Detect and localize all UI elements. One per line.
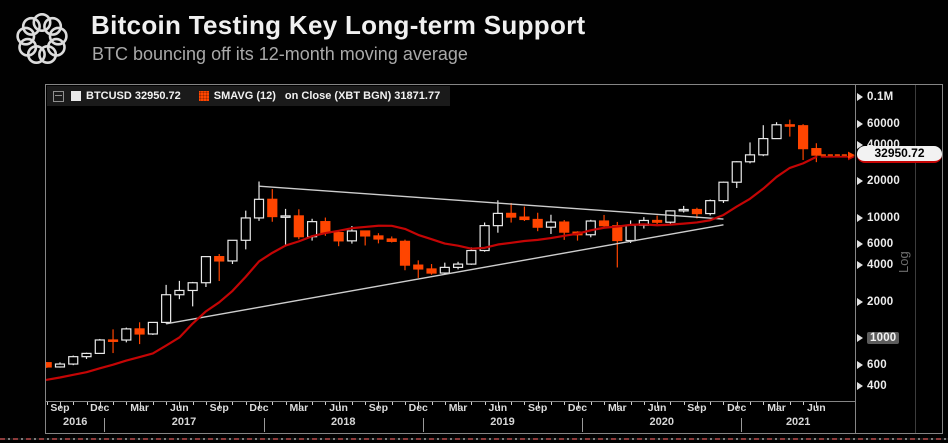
month-label: Dec: [567, 402, 588, 414]
smavg-legend-label: SMAVG (12): [213, 90, 276, 102]
tick-arrow-icon: [857, 119, 863, 128]
month-label: Mar: [448, 402, 468, 414]
month-label: Mar: [130, 402, 149, 414]
month-label: Sep: [528, 402, 548, 414]
year-label: 2021: [785, 416, 811, 428]
tick-arrow-icon: [857, 360, 863, 369]
page-subtitle: BTC bouncing off its 12-month moving ave…: [92, 44, 468, 64]
month-label: Jun: [488, 402, 508, 414]
month-label: Mar: [767, 402, 786, 414]
tick-arrow-icon: [857, 213, 863, 222]
chart-legend: BTCUSD 32950.72 SMAVG (12) on Close (XBT…: [47, 86, 451, 106]
month-label: Mar: [607, 402, 627, 414]
month-label: Dec: [90, 402, 110, 414]
year-label: 2020: [649, 416, 674, 428]
month-label: Sep: [368, 402, 389, 414]
price-tick-4000: 4000: [857, 258, 893, 272]
page-title: Bitcoin Testing Key Long-term Support: [91, 10, 586, 40]
last-price-label: 32950.72: [857, 146, 942, 164]
year-label: 2017: [171, 416, 197, 428]
price-tick-0.1M: 0.1M: [857, 90, 893, 104]
month-label: Sep: [687, 402, 707, 414]
brand-logo: [16, 13, 68, 64]
btcusd-legend-label: BTCUSD 32950.72: [86, 90, 181, 102]
price-chart-panel: BTCUSD 32950.72 SMAVG (12) on Close (XBT…: [45, 84, 943, 434]
price-tick-400: 400: [857, 379, 887, 393]
year-label: 2016: [62, 416, 88, 428]
month-label: Jun: [329, 402, 348, 414]
price-tick-2000: 2000: [857, 295, 893, 309]
axis-panel-divider: [915, 85, 916, 433]
price-tick-60000: 60000: [857, 117, 900, 131]
month-label: Dec: [727, 402, 747, 414]
price-tick-600: 600: [857, 358, 887, 372]
tick-arrow-icon: [857, 140, 863, 149]
month-label: Jun: [647, 402, 667, 414]
price-tick-1000: 1000: [857, 331, 900, 345]
legend-collapse-icon[interactable]: [53, 90, 64, 102]
month-label: Mar: [289, 402, 309, 414]
month-label: Sep: [50, 402, 70, 414]
price-tick-20000: 20000: [857, 174, 900, 188]
tick-arrow-icon: [857, 381, 863, 390]
month-label: Dec: [408, 402, 428, 414]
tick-arrow-icon: [857, 297, 863, 306]
smavg-swatch-icon: [198, 91, 209, 101]
tick-arrow-icon: [857, 240, 863, 249]
month-label: Sep: [209, 402, 229, 414]
tick-arrow-icon: [857, 93, 863, 101]
year-label: 2018: [331, 416, 356, 428]
month-label: Jun: [170, 402, 189, 414]
tick-arrow-icon: [857, 334, 863, 342]
month-label: Dec: [249, 402, 269, 414]
plot-canvas[interactable]: [46, 85, 856, 433]
tick-arrow-icon: [857, 261, 863, 270]
log-scale-label: Log: [896, 251, 911, 273]
tick-arrow-icon: [857, 177, 863, 186]
smavg-detail-label: on Close (XBT BGN) 31871.77: [284, 90, 441, 102]
btcusd-swatch-icon: [71, 91, 81, 101]
month-label: Jun: [807, 402, 826, 414]
bottom-dashed-divider: [0, 438, 948, 440]
price-tick-6000: 6000: [857, 237, 893, 251]
price-tick-10000: 10000: [857, 211, 900, 225]
year-label: 2019: [490, 416, 515, 428]
